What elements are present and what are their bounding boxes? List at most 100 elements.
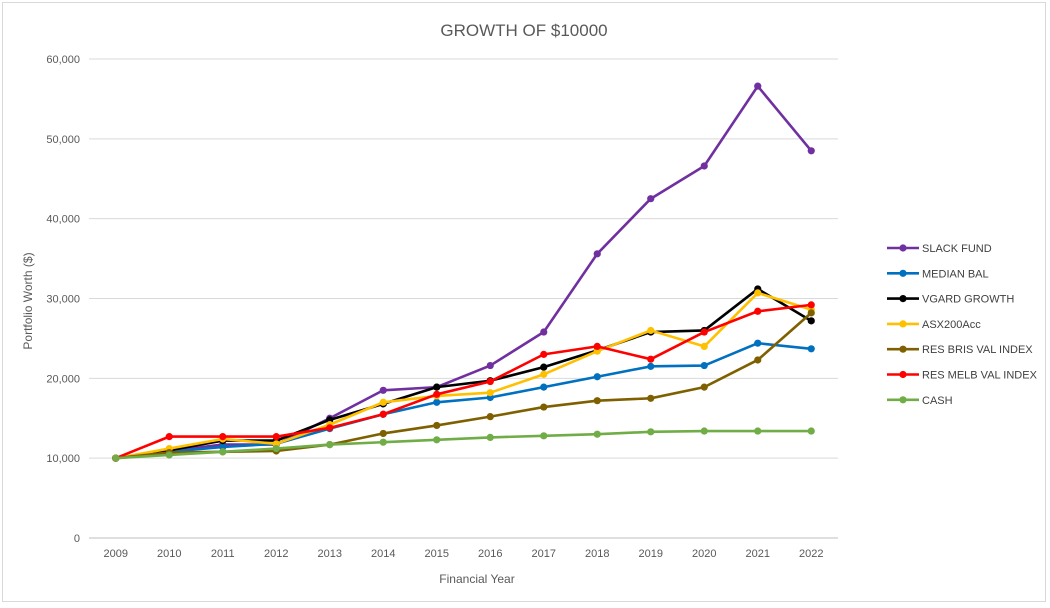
y-tick-label: 60,000 bbox=[46, 54, 80, 66]
data-point bbox=[486, 389, 494, 397]
x-tick-label: 2010 bbox=[157, 548, 181, 560]
data-point bbox=[754, 339, 762, 347]
x-tick-label: 2015 bbox=[425, 548, 449, 560]
data-point bbox=[807, 147, 815, 155]
data-point bbox=[700, 162, 708, 170]
data-point bbox=[593, 342, 601, 350]
data-point bbox=[486, 361, 494, 370]
data-point bbox=[540, 350, 548, 358]
y-axis-title: Portfolio Worth ($) bbox=[21, 252, 35, 349]
data-point bbox=[647, 326, 655, 335]
x-tick-label: 2018 bbox=[585, 548, 609, 560]
data-point bbox=[379, 429, 387, 438]
legend-swatch-marker bbox=[899, 295, 907, 303]
y-tick-label: 50,000 bbox=[46, 134, 80, 146]
series-group bbox=[112, 301, 815, 462]
data-point bbox=[219, 433, 227, 441]
x-tick-label: 2011 bbox=[211, 548, 235, 560]
series-line bbox=[115, 303, 812, 460]
data-point bbox=[754, 427, 762, 435]
data-point bbox=[433, 383, 441, 391]
series-group bbox=[112, 339, 815, 462]
x-tick-label: 2012 bbox=[264, 548, 288, 560]
legend: SLACK FUND MEDIAN BAL VGARD GROWTH ASX200Ac… bbox=[887, 243, 1038, 407]
legend-item: SLACK FUND bbox=[887, 243, 992, 255]
data-point bbox=[326, 424, 334, 432]
data-point bbox=[486, 433, 494, 442]
gridlines bbox=[89, 58, 838, 539]
x-tick-label: 2014 bbox=[371, 548, 395, 560]
x-tick-label: 2020 bbox=[692, 548, 716, 560]
data-point bbox=[700, 328, 708, 336]
legend-item: RES MELB VAL INDEX bbox=[887, 370, 1038, 382]
x-tick-label: 2009 bbox=[104, 548, 128, 560]
data-point bbox=[379, 410, 387, 418]
data-point bbox=[647, 355, 655, 363]
data-point bbox=[754, 82, 762, 90]
data-point bbox=[700, 342, 708, 350]
data-point bbox=[593, 397, 601, 405]
data-point bbox=[807, 427, 815, 435]
data-point bbox=[219, 448, 227, 456]
series-group bbox=[112, 427, 815, 462]
data-point bbox=[540, 370, 548, 378]
data-point bbox=[272, 444, 280, 453]
data-point bbox=[486, 377, 494, 386]
data-point bbox=[433, 436, 441, 444]
data-point bbox=[112, 454, 120, 462]
data-point bbox=[754, 289, 762, 297]
legend-label: ASX200Acc bbox=[922, 319, 981, 331]
legend-label: VGARD GROWTH bbox=[922, 294, 1014, 306]
data-point bbox=[433, 398, 441, 406]
y-tick-label: 30,000 bbox=[46, 294, 80, 306]
data-point bbox=[165, 451, 173, 459]
series-line bbox=[115, 341, 812, 460]
series-group bbox=[112, 285, 815, 462]
y-tick-label: 10,000 bbox=[46, 453, 80, 465]
data-point bbox=[433, 390, 441, 398]
data-point bbox=[700, 383, 708, 391]
data-point bbox=[807, 317, 815, 325]
series-group bbox=[112, 82, 815, 462]
series-line bbox=[115, 84, 813, 460]
data-point bbox=[486, 413, 494, 421]
y-tick-label: 0 bbox=[74, 533, 80, 545]
x-tick-label: 2022 bbox=[799, 548, 823, 560]
data-point bbox=[326, 440, 334, 449]
series-line bbox=[115, 429, 812, 460]
data-point bbox=[647, 362, 655, 370]
data-point bbox=[593, 430, 601, 438]
x-tick-label: 2019 bbox=[639, 548, 663, 560]
legend-swatch-marker bbox=[899, 269, 907, 277]
data-point bbox=[647, 428, 655, 436]
x-axis-ticks: 2009 2010 2011 2012 2013 2014 2015 2016 2017 2018… bbox=[104, 548, 824, 560]
data-point bbox=[807, 301, 815, 309]
data-point bbox=[647, 394, 655, 402]
legend-swatch-marker bbox=[899, 244, 907, 252]
legend-item: MEDIAN BAL bbox=[887, 268, 989, 280]
x-tick-label: 2017 bbox=[532, 548, 556, 560]
x-tick-label: 2021 bbox=[746, 548, 770, 560]
legend-label: RES BRIS VAL INDEX bbox=[922, 344, 1033, 356]
data-point bbox=[540, 432, 548, 440]
data-point bbox=[807, 345, 815, 353]
legend-label: MEDIAN BAL bbox=[922, 268, 989, 280]
legend-item: RES BRIS VAL INDEX bbox=[887, 344, 1033, 356]
line-chart: GROWTH OF $10000 0 10,000 20,000 30,000 40,0… bbox=[21, 21, 1038, 586]
data-point bbox=[540, 363, 548, 371]
legend-swatch-marker bbox=[899, 320, 907, 328]
data-point bbox=[807, 309, 815, 317]
x-axis-title: Financial Year bbox=[439, 572, 514, 586]
x-tick-label: 2016 bbox=[478, 548, 502, 560]
data-point bbox=[593, 373, 601, 381]
legend-item: VGARD GROWTH bbox=[887, 294, 1014, 306]
x-tick-label: 2013 bbox=[318, 548, 342, 560]
data-point bbox=[272, 433, 280, 441]
y-tick-label: 20,000 bbox=[46, 373, 80, 385]
data-point bbox=[754, 356, 762, 364]
legend-item: ASX200Acc bbox=[887, 319, 981, 331]
data-point bbox=[593, 250, 601, 258]
data-point bbox=[754, 307, 762, 315]
legend-label: RES MELB VAL INDEX bbox=[922, 370, 1038, 382]
